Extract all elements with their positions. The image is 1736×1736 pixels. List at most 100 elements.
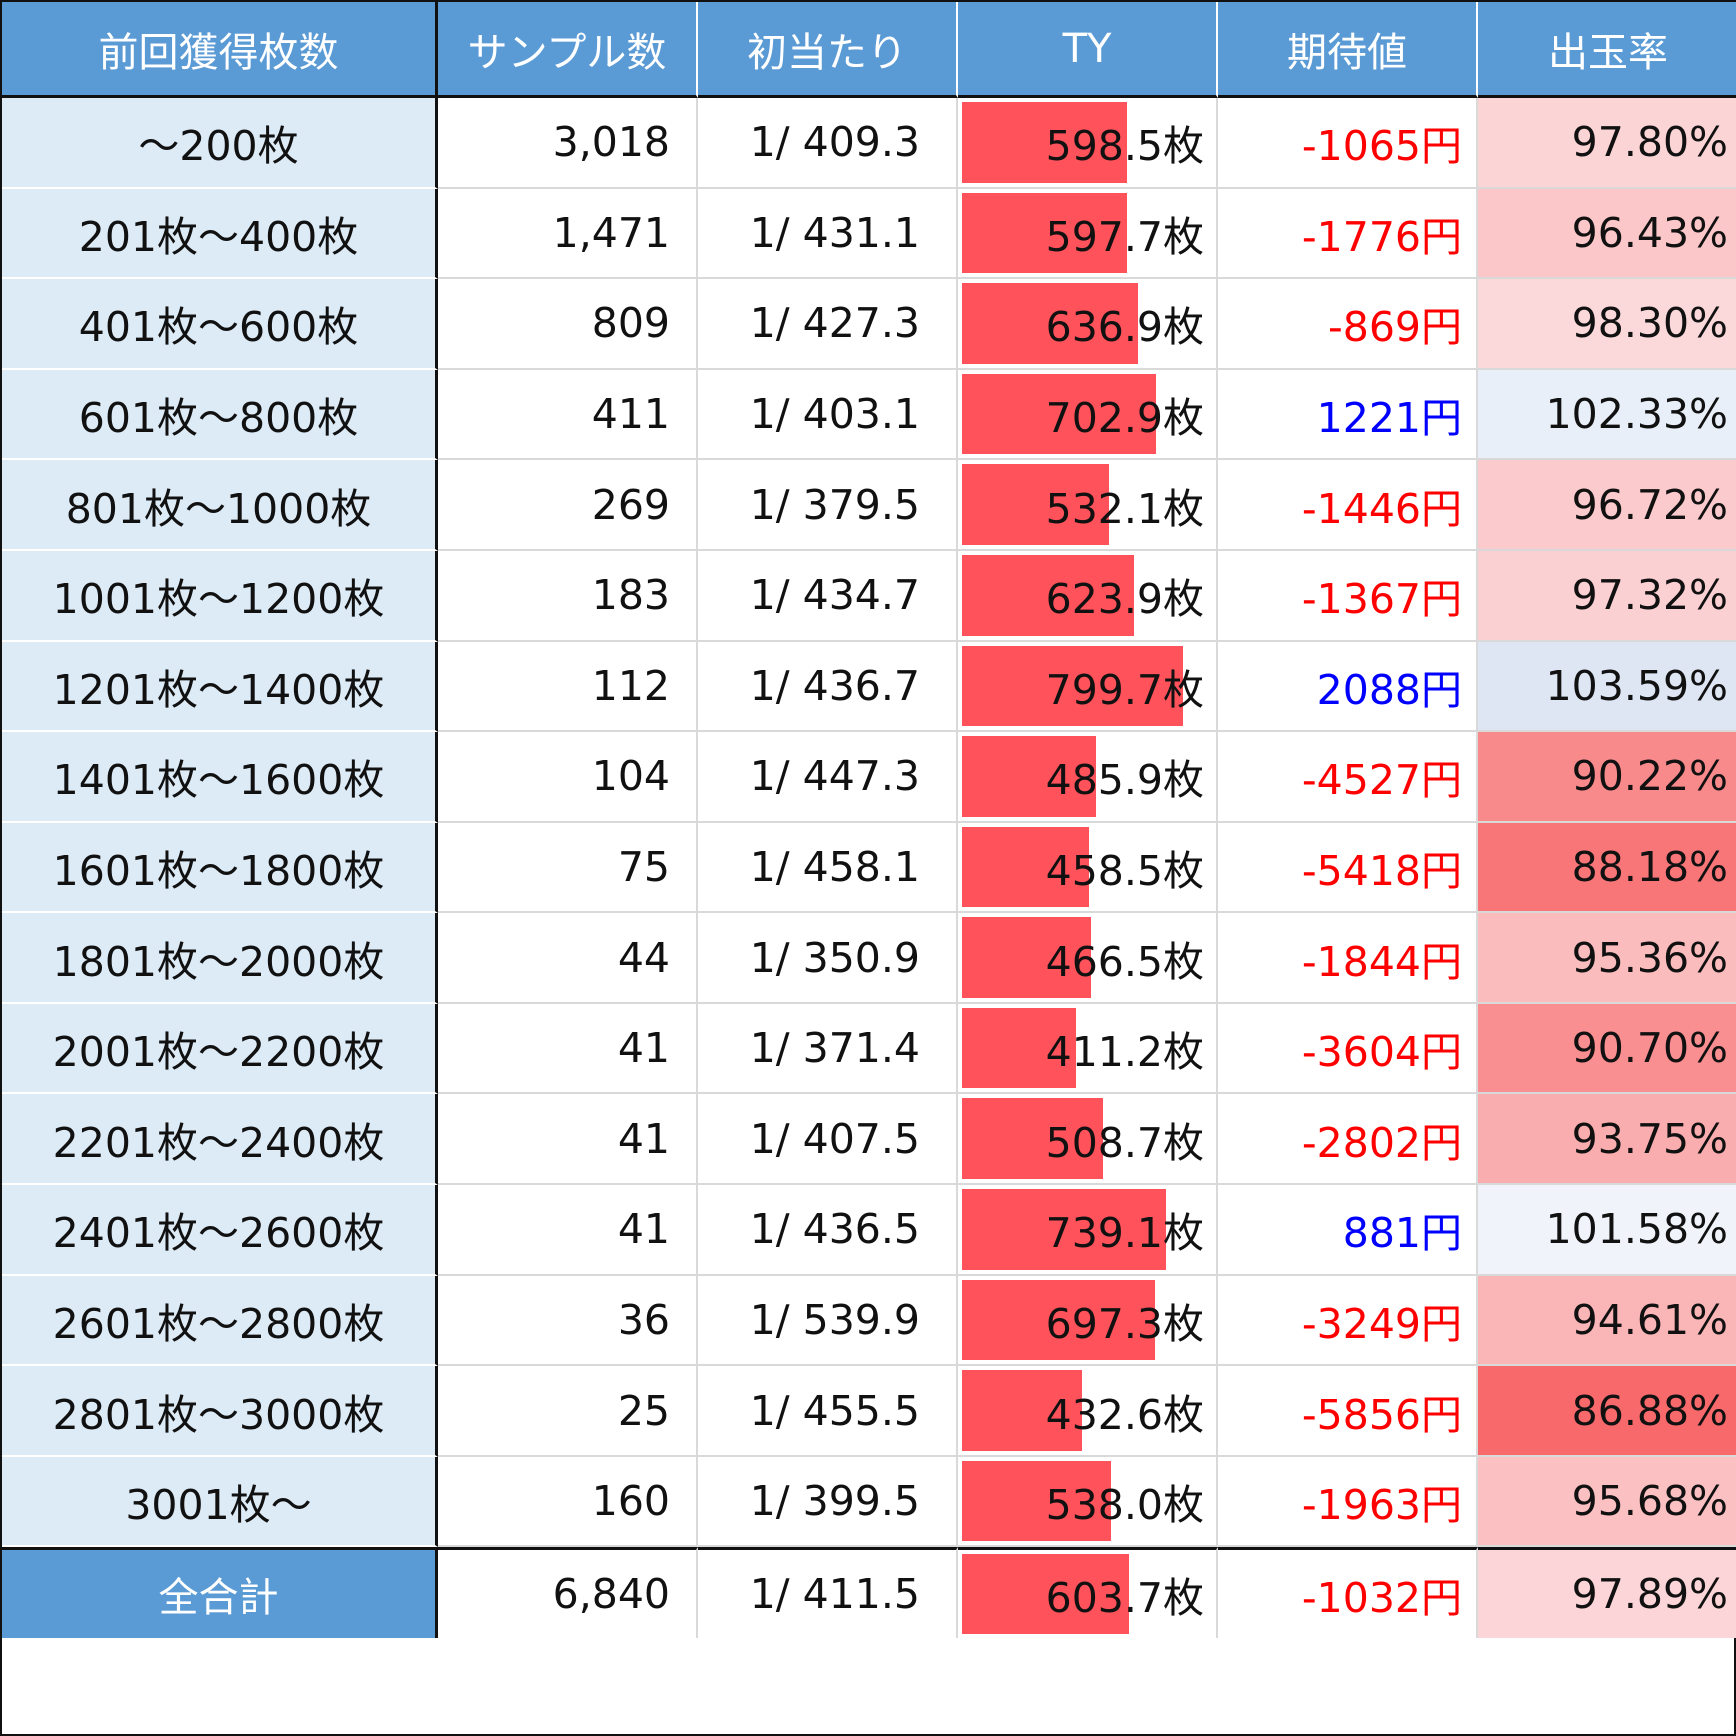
first-hit-ratio: 1/ 399.5 <box>698 1456 958 1548</box>
ty-bar <box>962 917 1091 998</box>
payout-rate: 98.30% <box>1478 279 1736 370</box>
row-label: 201枚～400枚 <box>2 188 438 280</box>
payout-rate: 97.89% <box>1478 1547 1736 1638</box>
ty-value: 636.9枚 <box>1045 303 1204 352</box>
first-hit-ratio: 1/ 436.7 <box>698 641 958 733</box>
ty-bar <box>962 554 1134 636</box>
ty-bar <box>962 1370 1082 1451</box>
expected-value: -1844円 <box>1218 913 1478 1004</box>
payout-rate: 88.18% <box>1478 822 1736 914</box>
ty-value: 458.5枚 <box>1045 846 1204 895</box>
expected-value: -4527円 <box>1218 732 1478 823</box>
ty-bar <box>962 1460 1111 1542</box>
ty-bar <box>962 192 1127 274</box>
row-label: 2601枚～2800枚 <box>2 1275 438 1367</box>
expected-value: -2802円 <box>1218 1094 1478 1186</box>
ty-cell: 702.9枚 <box>958 369 1218 461</box>
ty-value: 485.9枚 <box>1045 756 1204 805</box>
ty-value: 702.9枚 <box>1045 394 1204 443</box>
row-label: 1801枚～2000枚 <box>2 913 438 1004</box>
ty-value: 697.3枚 <box>1045 1299 1204 1348</box>
payout-rate: 97.32% <box>1478 550 1736 642</box>
row-label: 1601枚～1800枚 <box>2 822 438 914</box>
first-hit-ratio: 1/ 539.9 <box>698 1275 958 1367</box>
expected-value: 881円 <box>1218 1185 1478 1276</box>
ty-bar <box>962 1279 1155 1361</box>
row-label: 601枚～800枚 <box>2 369 438 461</box>
payout-rate: 102.33% <box>1478 369 1736 461</box>
ty-value: 623.9枚 <box>1045 575 1204 624</box>
payout-rate: 97.80% <box>1478 98 1736 189</box>
ty-cell: 739.1枚 <box>958 1185 1218 1276</box>
ty-value: 598.5枚 <box>1045 122 1204 171</box>
ty-value: 508.7枚 <box>1045 1118 1204 1167</box>
ty-value: 538.0枚 <box>1045 1481 1204 1530</box>
ty-cell: 411.2枚 <box>958 1003 1218 1095</box>
payout-rate: 90.22% <box>1478 732 1736 823</box>
row-label: 3001枚～ <box>2 1456 438 1548</box>
row-label: ～200枚 <box>2 98 438 189</box>
ty-cell: 623.9枚 <box>958 550 1218 642</box>
ty-cell: 799.7枚 <box>958 641 1218 733</box>
payout-rate: 93.75% <box>1478 1094 1736 1186</box>
first-hit-ratio: 1/ 371.4 <box>698 1003 958 1095</box>
ty-value: 603.7枚 <box>1045 1574 1204 1623</box>
ty-bar <box>962 1554 1129 1634</box>
payout-rate: 95.68% <box>1478 1456 1736 1548</box>
ty-cell: 598.5枚 <box>958 98 1218 189</box>
ty-cell: 697.3枚 <box>958 1275 1218 1367</box>
expected-value: -1446円 <box>1218 460 1478 551</box>
first-hit-ratio: 1/ 458.1 <box>698 822 958 914</box>
ty-bar <box>962 102 1127 183</box>
expected-value: 1221円 <box>1218 369 1478 461</box>
expected-value: -5856円 <box>1218 1366 1478 1457</box>
expected-value: -1065円 <box>1218 98 1478 189</box>
payout-rate: 95.36% <box>1478 913 1736 1004</box>
first-hit-ratio: 1/ 350.9 <box>698 913 958 1004</box>
row-label: 2801枚～3000枚 <box>2 1366 438 1457</box>
payout-rate: 96.72% <box>1478 460 1736 551</box>
first-hit-ratio: 1/ 431.1 <box>698 188 958 280</box>
ty-value: 411.2枚 <box>1045 1028 1204 1077</box>
ty-bar <box>962 1007 1076 1089</box>
sample-count: 41 <box>438 1185 698 1276</box>
sample-count: 3,018 <box>438 98 698 189</box>
expected-value: -1032円 <box>1218 1547 1478 1638</box>
ty-cell: 432.6枚 <box>958 1366 1218 1457</box>
payout-rate: 86.88% <box>1478 1366 1736 1457</box>
sample-count: 411 <box>438 369 698 461</box>
header-samples: サンプル数 <box>438 2 698 98</box>
expected-value: -1367円 <box>1218 550 1478 642</box>
sample-count: 269 <box>438 460 698 551</box>
payout-rate: 101.58% <box>1478 1185 1736 1276</box>
expected-value: 2088円 <box>1218 641 1478 733</box>
sample-count: 112 <box>438 641 698 733</box>
ty-cell: 597.7枚 <box>958 188 1218 280</box>
ty-cell: 466.5枚 <box>958 913 1218 1004</box>
sample-count: 809 <box>438 279 698 370</box>
first-hit-ratio: 1/ 434.7 <box>698 550 958 642</box>
ty-cell: 538.0枚 <box>958 1456 1218 1548</box>
row-label: 2401枚～2600枚 <box>2 1185 438 1276</box>
ty-bar <box>962 1189 1166 1270</box>
expected-value: -1963円 <box>1218 1456 1478 1548</box>
first-hit-ratio: 1/ 436.5 <box>698 1185 958 1276</box>
ty-bar <box>962 373 1156 455</box>
ty-value: 466.5枚 <box>1045 937 1204 986</box>
sample-count: 41 <box>438 1003 698 1095</box>
expected-value: -1776円 <box>1218 188 1478 280</box>
header-first-hit: 初当たり <box>698 2 958 98</box>
sample-count: 183 <box>438 550 698 642</box>
expected-value: -869円 <box>1218 279 1478 370</box>
sample-count: 36 <box>438 1275 698 1367</box>
expected-value: -3249円 <box>1218 1275 1478 1367</box>
row-label: 2001枚～2200枚 <box>2 1003 438 1095</box>
row-label: 2201枚～2400枚 <box>2 1094 438 1186</box>
ty-bar <box>962 283 1138 364</box>
ty-value: 799.7枚 <box>1045 665 1204 714</box>
ty-bar <box>962 464 1109 545</box>
ty-bar <box>962 826 1089 908</box>
sample-count: 1,471 <box>438 188 698 280</box>
ty-bar <box>962 645 1183 727</box>
first-hit-ratio: 1/ 409.3 <box>698 98 958 189</box>
